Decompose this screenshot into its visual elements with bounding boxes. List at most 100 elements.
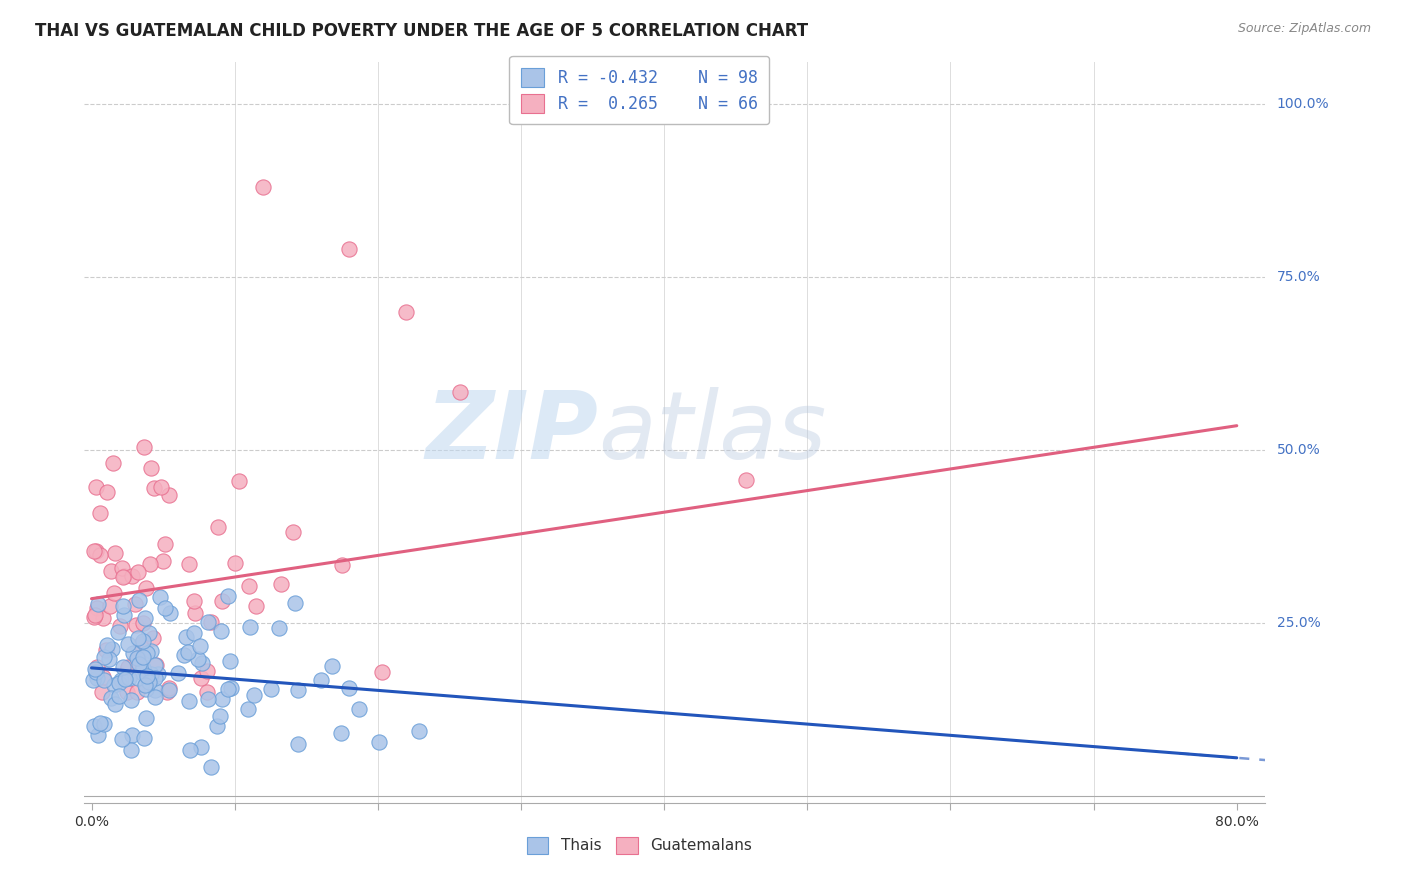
Point (127, 566, 149, 580)
Point (207, 719, 229, 733)
Point (127, 650, 149, 665)
Point (82, 673, 104, 687)
Point (200, 615, 222, 630)
Point (89, 506, 111, 520)
Point (142, 631, 165, 645)
Point (117, 660, 139, 674)
Point (83, 610, 105, 624)
Point (179, 694, 201, 708)
Point (124, 597, 146, 611)
Point (125, 617, 148, 632)
Point (143, 671, 166, 685)
Point (97, 652, 120, 666)
Point (131, 650, 153, 665)
Point (91, 670, 114, 684)
Point (84, 665, 107, 680)
Point (121, 728, 143, 742)
Point (115, 685, 138, 699)
Point (125, 685, 148, 699)
Point (141, 666, 163, 681)
Point (157, 683, 180, 698)
Point (83, 544, 105, 558)
Point (104, 546, 127, 560)
Point (187, 652, 209, 666)
Point (287, 737, 309, 751)
Point (221, 681, 243, 696)
Point (100, 691, 122, 706)
Point (287, 683, 309, 698)
Point (93, 717, 115, 731)
Point (139, 460, 162, 475)
Point (103, 457, 125, 471)
Point (337, 681, 360, 695)
Point (120, 693, 142, 707)
Point (191, 657, 214, 671)
Point (208, 708, 231, 723)
Text: atlas: atlas (598, 387, 827, 478)
Point (128, 657, 150, 671)
Point (93, 610, 115, 624)
Point (86, 480, 108, 494)
Legend: Thais, Guatemalans: Thais, Guatemalans (519, 829, 759, 862)
Point (139, 644, 162, 658)
Point (190, 671, 212, 685)
Point (112, 569, 135, 583)
Point (93, 649, 115, 664)
Point (395, 304, 418, 318)
Point (134, 731, 156, 746)
Point (118, 672, 141, 686)
Text: THAI VS GUATEMALAN CHILD POVERTY UNDER THE AGE OF 5 CORRELATION CHART: THAI VS GUATEMALAN CHILD POVERTY UNDER T… (35, 22, 808, 40)
Point (152, 554, 174, 568)
Point (117, 660, 139, 674)
Point (127, 671, 149, 685)
Point (90, 685, 112, 699)
Point (111, 570, 134, 584)
Point (267, 621, 290, 635)
Point (135, 711, 157, 725)
Point (101, 641, 124, 656)
Point (112, 660, 135, 674)
Point (195, 685, 218, 699)
Point (100, 565, 122, 579)
Point (259, 681, 281, 696)
Point (149, 591, 172, 605)
Point (84, 662, 107, 676)
Point (114, 672, 136, 686)
Point (281, 524, 304, 539)
Point (138, 674, 160, 689)
Point (153, 537, 176, 551)
Point (211, 691, 233, 706)
Point (176, 631, 198, 645)
Point (86, 672, 108, 686)
Point (195, 665, 218, 679)
Point (129, 665, 152, 679)
Point (179, 743, 201, 757)
Point (107, 624, 129, 639)
Point (108, 690, 131, 704)
Point (347, 701, 370, 715)
Point (83, 608, 105, 623)
Text: 75.0%: 75.0% (1277, 270, 1320, 284)
Text: 25.0%: 25.0% (1277, 615, 1320, 630)
Point (217, 589, 239, 603)
Point (128, 592, 150, 607)
Point (108, 676, 131, 690)
Point (200, 760, 222, 774)
Point (190, 740, 212, 755)
Point (86, 659, 108, 673)
Point (112, 599, 135, 614)
Point (209, 624, 232, 639)
Point (103, 678, 125, 692)
Point (83, 719, 105, 733)
Point (96, 638, 118, 652)
Point (311, 673, 333, 688)
Point (368, 735, 391, 749)
Point (127, 651, 149, 665)
Point (238, 579, 260, 593)
Point (197, 615, 219, 630)
Point (211, 593, 233, 607)
Point (239, 620, 262, 634)
Point (103, 586, 125, 600)
Point (145, 658, 167, 673)
Point (167, 665, 190, 680)
